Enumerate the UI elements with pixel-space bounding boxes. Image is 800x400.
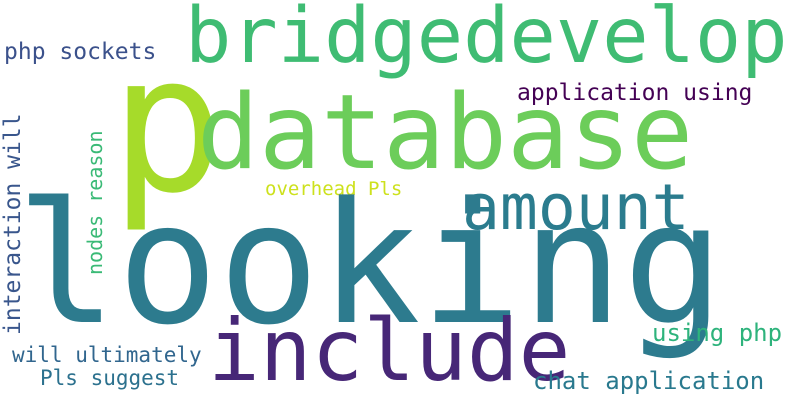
word-will-ultimately: will ultimately — [12, 343, 202, 367]
word-database: database — [197, 73, 694, 193]
word-php-sockets: php sockets — [4, 39, 157, 65]
word-using-php: using php — [652, 319, 783, 347]
word-application-using: application using — [517, 80, 753, 106]
word-p: p — [110, 14, 225, 235]
word-chat-application: chat application — [533, 367, 765, 395]
word-amount: amount — [462, 171, 690, 244]
word-nodes-reason: nodes reason — [83, 130, 107, 276]
word-bridgedevelop: bridgedevelop — [185, 0, 788, 81]
word-looking: looking — [16, 166, 725, 362]
word-include: include — [208, 301, 571, 400]
word-pls-suggest: Pls suggest — [40, 366, 180, 390]
word-interaction-will: interaction will — [0, 113, 26, 335]
word-overhead-pls: overhead Pls — [265, 178, 403, 200]
